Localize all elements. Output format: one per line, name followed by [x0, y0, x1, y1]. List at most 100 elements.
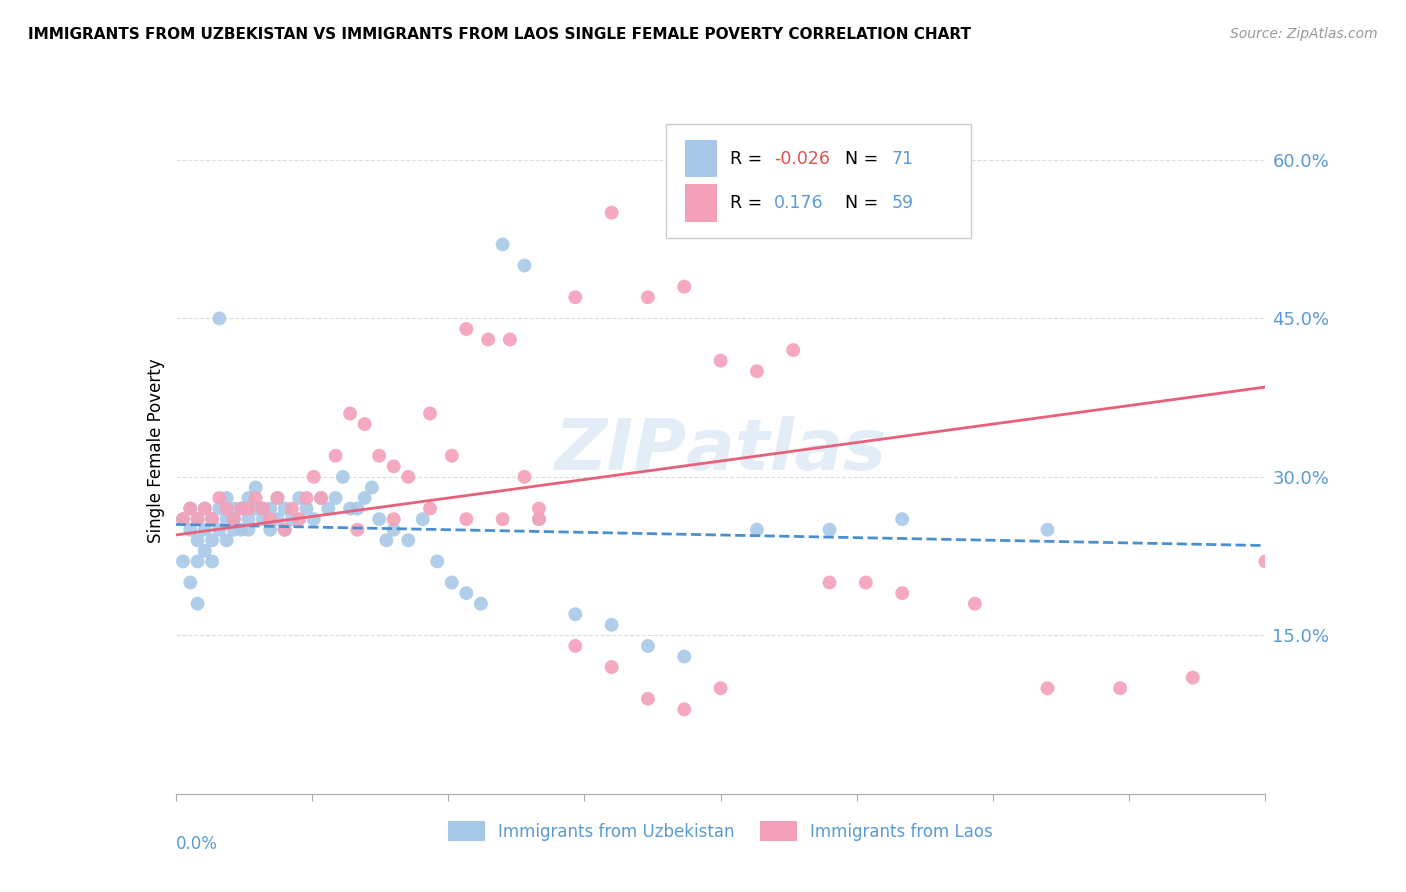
Point: [637, 639, 659, 653]
Point: [527, 512, 550, 526]
Point: [179, 501, 201, 516]
Point: [259, 512, 281, 526]
Point: [600, 205, 623, 219]
Point: [274, 523, 297, 537]
Y-axis label: Single Female Poverty: Single Female Poverty: [146, 359, 165, 542]
Point: [252, 512, 274, 526]
Point: [295, 501, 318, 516]
Point: [637, 290, 659, 304]
Point: [419, 501, 441, 516]
Text: N =: N =: [845, 194, 883, 212]
Point: [440, 575, 463, 590]
Point: [186, 512, 209, 526]
Point: [426, 554, 449, 568]
Point: [499, 333, 522, 347]
Point: [238, 501, 260, 516]
Legend: Immigrants from Uzbekistan, Immigrants from Laos: Immigrants from Uzbekistan, Immigrants f…: [441, 814, 1000, 847]
Point: [194, 544, 217, 558]
Point: [215, 512, 238, 526]
Point: [288, 512, 311, 526]
Point: [492, 237, 515, 252]
Point: [637, 691, 659, 706]
Point: [477, 333, 499, 347]
Point: [564, 290, 586, 304]
Point: [440, 449, 463, 463]
Point: [179, 523, 201, 537]
Point: [208, 501, 231, 516]
Point: [1254, 554, 1277, 568]
Point: [179, 501, 201, 516]
Point: [564, 639, 586, 653]
Point: [231, 501, 253, 516]
Point: [492, 512, 515, 526]
Point: [309, 491, 332, 505]
Point: [252, 501, 274, 516]
Point: [396, 470, 419, 484]
Point: [353, 417, 375, 431]
Point: [281, 501, 304, 516]
Point: [368, 512, 391, 526]
Point: [382, 523, 405, 537]
Point: [346, 523, 368, 537]
Text: IMMIGRANTS FROM UZBEKISTAN VS IMMIGRANTS FROM LAOS SINGLE FEMALE POVERTY CORRELA: IMMIGRANTS FROM UZBEKISTAN VS IMMIGRANTS…: [28, 27, 972, 42]
Point: [339, 407, 361, 421]
Point: [456, 586, 478, 600]
Point: [673, 649, 696, 664]
Point: [201, 533, 224, 548]
Point: [527, 512, 550, 526]
Point: [238, 491, 260, 505]
Point: [222, 512, 245, 526]
Point: [231, 501, 253, 516]
Point: [368, 449, 391, 463]
Point: [1036, 681, 1059, 696]
Point: [673, 702, 696, 716]
Point: [513, 470, 536, 484]
Point: [1181, 671, 1204, 685]
Point: [600, 660, 623, 674]
Point: [339, 501, 361, 516]
Text: 0.176: 0.176: [773, 194, 824, 212]
Point: [818, 575, 841, 590]
Point: [186, 554, 209, 568]
Point: [818, 523, 841, 537]
Point: [710, 353, 733, 368]
Point: [891, 512, 914, 526]
Point: [274, 523, 297, 537]
Point: [186, 597, 209, 611]
Point: [208, 491, 231, 505]
Text: -0.026: -0.026: [773, 150, 830, 168]
Point: [513, 259, 536, 273]
Point: [332, 470, 354, 484]
Text: 0.0%: 0.0%: [176, 835, 218, 853]
Point: [259, 523, 281, 537]
Point: [419, 407, 441, 421]
Point: [179, 575, 201, 590]
Point: [302, 512, 325, 526]
Point: [245, 480, 267, 494]
Point: [252, 501, 274, 516]
Text: R =: R =: [730, 194, 768, 212]
Point: [172, 554, 194, 568]
Point: [745, 364, 768, 378]
Point: [673, 279, 696, 293]
Point: [382, 512, 405, 526]
Point: [186, 512, 209, 526]
Point: [710, 681, 733, 696]
Point: [855, 575, 877, 590]
Point: [231, 523, 253, 537]
Point: [456, 512, 478, 526]
Point: [302, 470, 325, 484]
Point: [186, 533, 209, 548]
Text: N =: N =: [845, 150, 883, 168]
Point: [325, 491, 347, 505]
Point: [194, 501, 217, 516]
Text: R =: R =: [730, 150, 768, 168]
Point: [215, 501, 238, 516]
Point: [382, 459, 405, 474]
Point: [318, 501, 340, 516]
Point: [245, 501, 267, 516]
Point: [172, 512, 194, 526]
Point: [782, 343, 804, 357]
Point: [266, 491, 288, 505]
Point: [745, 523, 768, 537]
